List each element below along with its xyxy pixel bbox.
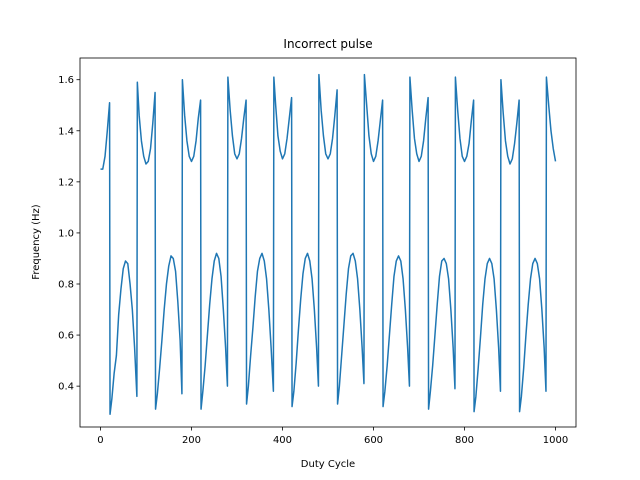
y-tick-label: 0.8 xyxy=(58,279,74,290)
x-tick-label: 1000 xyxy=(543,435,568,446)
chart-title: Incorrect pulse xyxy=(283,37,372,51)
y-tick-label: 1.0 xyxy=(58,228,74,239)
x-axis-title: Duty Cycle xyxy=(301,459,355,470)
x-tick-label: 600 xyxy=(364,435,383,446)
series-line-0 xyxy=(100,73,557,415)
x-tick-label: 0 xyxy=(97,435,103,446)
x-tick-label: 400 xyxy=(273,435,292,446)
x-axis: 0 200 400 600 800 1000 xyxy=(97,427,568,446)
plot-area xyxy=(100,73,557,415)
y-axis: 0.4 0.6 0.8 1.0 1.2 1.4 1.6 xyxy=(58,75,80,393)
x-tick-label: 200 xyxy=(182,435,201,446)
y-tick-label: 1.6 xyxy=(58,75,74,86)
y-tick-label: 0.6 xyxy=(58,331,74,342)
y-tick-label: 0.4 xyxy=(58,382,74,393)
axes-frame xyxy=(79,57,577,428)
y-tick-label: 1.4 xyxy=(58,126,74,137)
y-axis-title: Frequency (Hz) xyxy=(31,204,42,280)
x-tick-label: 800 xyxy=(455,435,474,446)
y-tick-label: 1.2 xyxy=(58,177,74,188)
